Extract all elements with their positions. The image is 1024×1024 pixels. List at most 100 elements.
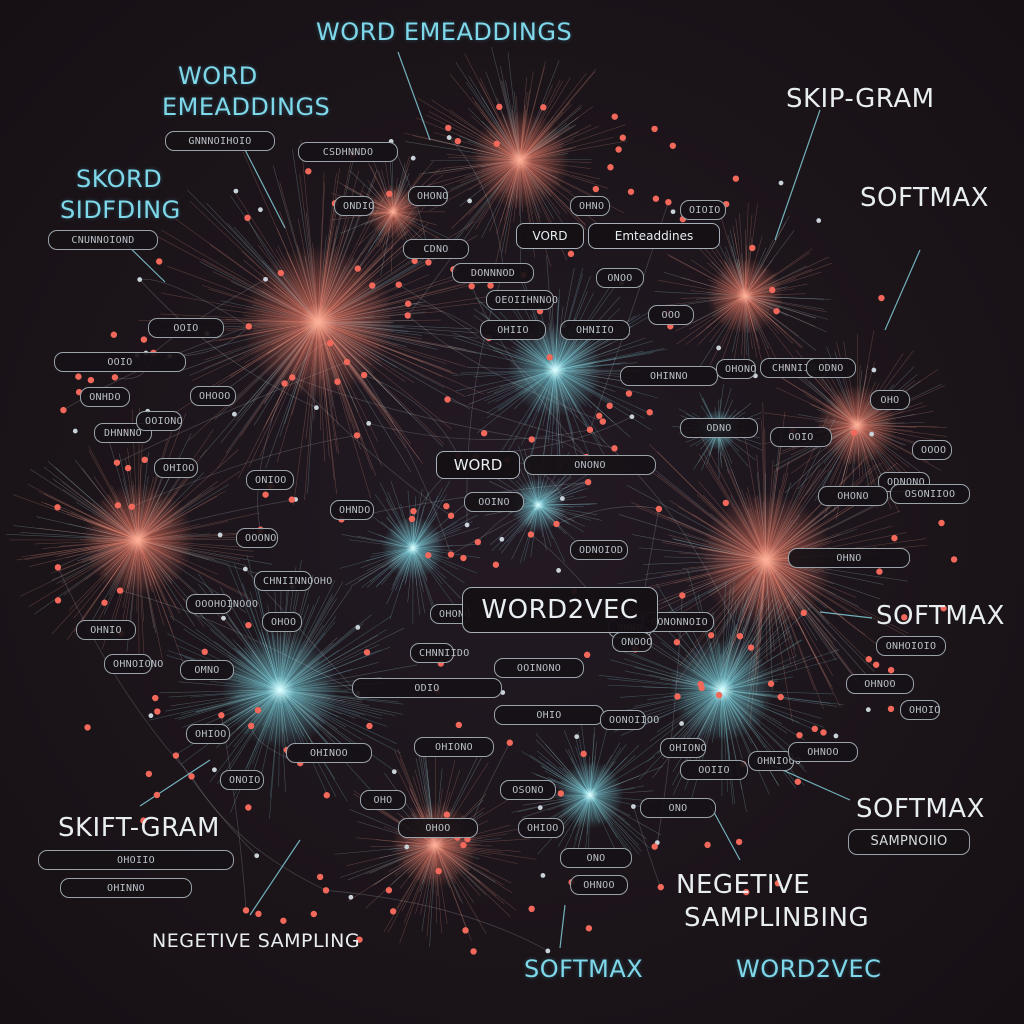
graph-node	[353, 432, 361, 439]
hub-glow	[241, 245, 395, 399]
node-tag-pill: ODNOIOD	[570, 540, 628, 560]
graph-node	[245, 621, 252, 629]
graph-node	[625, 390, 633, 397]
graph-node	[891, 534, 898, 542]
graph-node	[316, 873, 324, 881]
edge	[363, 374, 459, 456]
node-tag-pill: OHONO	[818, 486, 888, 506]
graph-node	[492, 561, 500, 568]
edge	[175, 755, 258, 856]
graph-node	[280, 917, 287, 924]
graph-node	[152, 694, 159, 702]
node-tag-pill: GNNNOIHOIO	[165, 131, 275, 151]
node-tag-pill: OHIOO	[186, 724, 230, 744]
edge	[220, 715, 247, 911]
graph-node	[673, 639, 681, 646]
graph-node	[156, 258, 163, 265]
graph-node	[669, 142, 677, 149]
graph-node	[289, 374, 296, 381]
graph-node	[445, 124, 452, 132]
graph-node	[950, 556, 958, 563]
graph-node	[584, 478, 592, 486]
graph-node	[212, 767, 217, 773]
label-top-left-line2: EMEADDINGS	[162, 93, 331, 121]
graph-node	[655, 505, 663, 513]
graph-node	[245, 323, 252, 330]
graph-node	[878, 294, 885, 302]
graph-node	[938, 519, 945, 527]
graph-node	[749, 244, 756, 252]
node-tag-pill: OHINOO	[286, 743, 372, 763]
graph-node	[425, 552, 432, 559]
graph-node	[820, 729, 827, 736]
graph-node	[314, 405, 319, 411]
label-connector	[709, 804, 741, 861]
hub-glow	[81, 483, 195, 597]
node-tag-pill: OHONO	[716, 359, 756, 379]
graph-node	[410, 155, 416, 161]
hub-glow	[381, 516, 445, 580]
graph-node	[651, 843, 658, 850]
node-tag-pill: OIOIO	[680, 200, 726, 220]
graph-node	[221, 615, 226, 621]
graph-node	[254, 853, 260, 859]
graph-node	[111, 374, 119, 381]
node-tag-pill: OOINO	[464, 492, 524, 512]
label-bottom-left-negative: NEGETIVE SAMPLING	[152, 930, 361, 952]
node-tag-pill: OHNOO	[570, 875, 628, 895]
graph-node	[580, 750, 587, 758]
label-bottom-left-skift: SKIFT-GRAM	[58, 813, 220, 843]
graph-node	[262, 491, 269, 498]
graph-node	[704, 841, 711, 849]
graph-node	[322, 887, 330, 894]
edge	[447, 399, 615, 449]
node-tag-pill: OHNO	[788, 548, 910, 568]
label-connector	[819, 611, 873, 619]
node-tag-pill: CHNNIIDO	[410, 643, 469, 663]
graph-node	[487, 282, 494, 289]
graph-node	[60, 406, 67, 414]
label-top-center: WORD EMEADDINGS	[316, 18, 573, 46]
node-layer	[54, 103, 958, 955]
node-tag-pill: ODNO	[806, 358, 856, 378]
edge	[191, 776, 327, 891]
label-right-upper: SOFTMAX	[860, 183, 989, 213]
hub-glow	[470, 110, 570, 210]
node-tag-pill: ONOIO	[220, 770, 264, 790]
graph-node	[540, 104, 547, 111]
graph-node	[674, 693, 681, 700]
node-tag-pill: OHNOO	[788, 742, 858, 762]
graph-node	[84, 724, 91, 731]
graph-node	[366, 420, 372, 426]
graph-node	[553, 520, 560, 528]
graph-node	[140, 817, 147, 824]
graph-node	[480, 429, 488, 437]
graph-node	[408, 515, 416, 523]
pill-bottom-right-sub: SAMPNOIIO	[848, 829, 970, 855]
graph-node	[468, 282, 475, 290]
hub-glow	[698, 492, 834, 628]
graph-node	[87, 376, 95, 384]
node-tag-pill: OHOIIO	[38, 850, 234, 870]
graph-node	[586, 426, 594, 433]
label-top-right: SKIP-GRAM	[786, 84, 935, 114]
graph-node	[629, 414, 635, 420]
graph-node	[154, 708, 161, 715]
graph-node	[242, 566, 248, 572]
graph-node	[707, 632, 715, 639]
node-tag-pill: OSONIIOO	[890, 484, 970, 504]
graph-node	[460, 554, 467, 562]
graph-node	[140, 336, 148, 343]
graph-node	[742, 888, 750, 896]
graph-node	[281, 380, 288, 387]
node-tag-pill: OHIONO	[414, 737, 494, 757]
graph-node	[386, 190, 393, 198]
graph-node	[462, 927, 469, 934]
hub-glow	[511, 478, 565, 532]
node-tag-pill: CDNO	[403, 239, 469, 259]
graph-node	[611, 113, 618, 120]
graph-node	[474, 538, 482, 546]
label-connector	[139, 759, 211, 807]
graph-node	[811, 725, 818, 733]
graph-node	[651, 125, 658, 133]
